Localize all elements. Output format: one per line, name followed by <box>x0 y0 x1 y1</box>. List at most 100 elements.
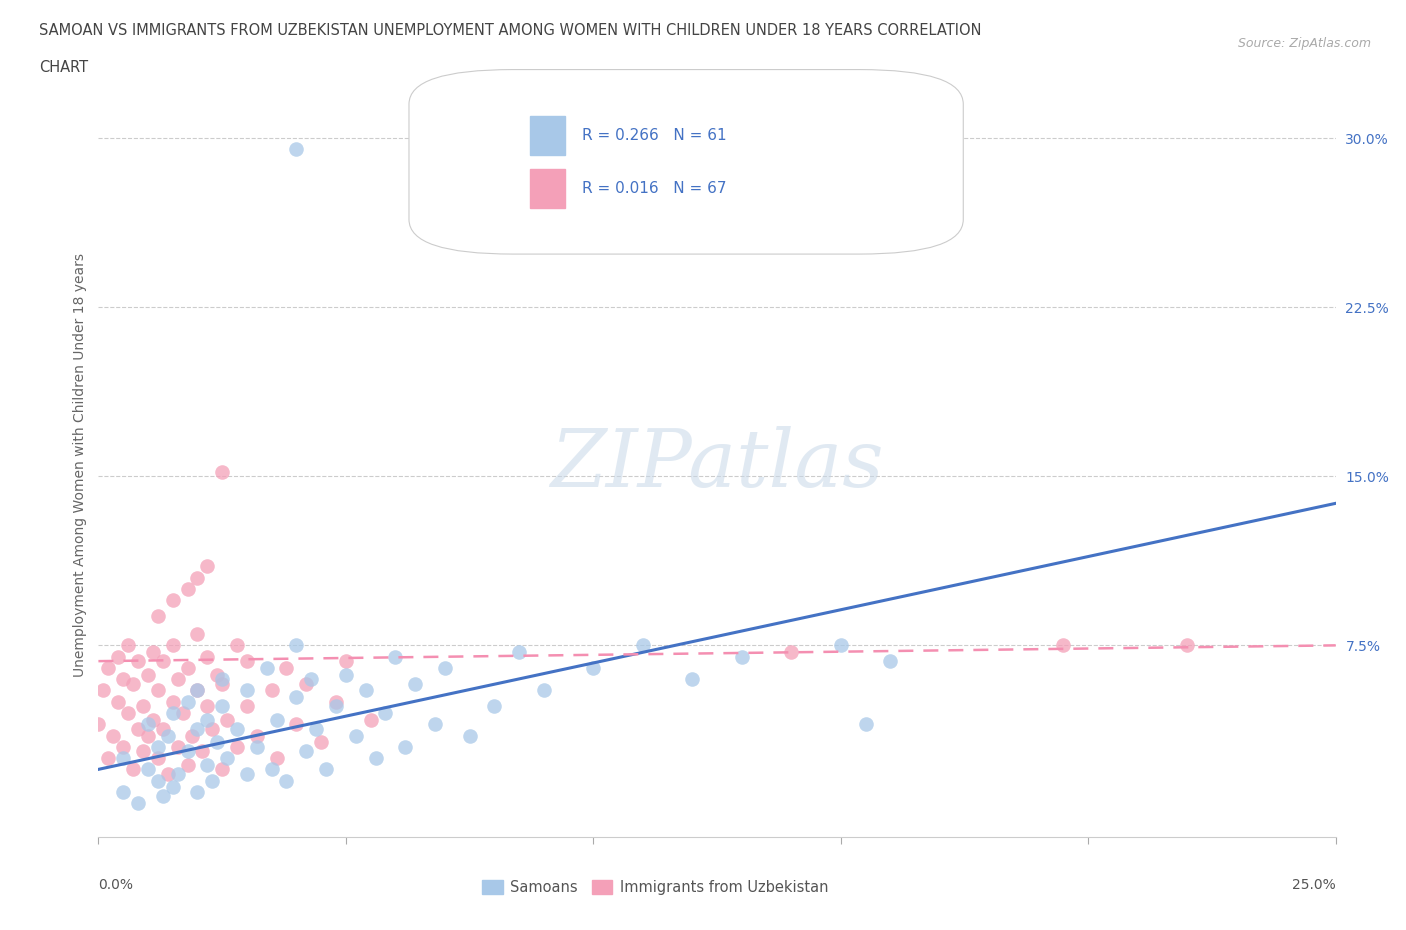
Point <box>285 638 308 653</box>
Point <box>217 712 239 727</box>
Point <box>205 667 228 682</box>
Point <box>97 751 120 765</box>
Point <box>631 638 654 653</box>
Point <box>211 676 233 691</box>
Point <box>162 592 184 607</box>
Point <box>117 638 139 653</box>
Point <box>780 644 803 659</box>
Point <box>246 728 269 743</box>
Text: 25.0%: 25.0% <box>1292 878 1336 892</box>
Point <box>1175 638 1198 653</box>
Point <box>117 706 139 721</box>
Point <box>433 660 456 675</box>
Point <box>285 142 308 157</box>
Point <box>176 695 198 710</box>
Point <box>162 706 184 721</box>
Point <box>364 751 387 765</box>
Point <box>93 683 115 698</box>
Point <box>186 683 208 698</box>
Point <box>146 739 169 754</box>
Point <box>132 744 155 759</box>
Point <box>191 744 214 759</box>
Point <box>1052 638 1074 653</box>
Point <box>325 698 347 713</box>
Point <box>166 739 188 754</box>
Point <box>374 706 396 721</box>
Point <box>335 667 357 682</box>
Point <box>325 695 347 710</box>
Point <box>136 717 159 732</box>
Point <box>112 751 135 765</box>
Point <box>136 762 159 777</box>
Point <box>181 728 204 743</box>
Text: CHART: CHART <box>39 60 89 75</box>
Point <box>97 660 120 675</box>
Point <box>533 683 555 698</box>
Point <box>162 638 184 653</box>
Point <box>211 464 233 479</box>
Point <box>172 706 194 721</box>
Point <box>879 654 901 669</box>
Point <box>236 683 259 698</box>
Legend: Samoans, Immigrants from Uzbekistan: Samoans, Immigrants from Uzbekistan <box>477 873 834 900</box>
Point <box>276 773 298 788</box>
Point <box>266 712 288 727</box>
Point <box>260 762 283 777</box>
Point <box>186 722 208 737</box>
Point <box>146 751 169 765</box>
Point <box>458 728 481 743</box>
Text: 0.0%: 0.0% <box>98 878 134 892</box>
Point <box>404 676 426 691</box>
Point <box>508 644 530 659</box>
Point <box>394 739 416 754</box>
Point <box>176 660 198 675</box>
Point <box>176 744 198 759</box>
Point <box>87 717 110 732</box>
Point <box>152 654 174 669</box>
Point <box>176 757 198 772</box>
Point <box>195 649 218 664</box>
Point <box>681 671 703 686</box>
Point <box>142 644 165 659</box>
Point <box>186 627 208 642</box>
Text: Source: ZipAtlas.com: Source: ZipAtlas.com <box>1237 37 1371 50</box>
Point <box>236 654 259 669</box>
Point <box>127 654 149 669</box>
Point <box>112 671 135 686</box>
Point <box>276 660 298 675</box>
Point <box>830 638 852 653</box>
Point <box>299 671 322 686</box>
Point <box>201 722 224 737</box>
Point <box>166 671 188 686</box>
Point <box>360 712 382 727</box>
Point <box>246 739 269 754</box>
Point <box>186 785 208 800</box>
Point <box>315 762 337 777</box>
Point <box>195 698 218 713</box>
Point <box>285 717 308 732</box>
Point <box>211 762 233 777</box>
Point <box>156 728 179 743</box>
Point <box>162 780 184 795</box>
Point <box>855 717 877 732</box>
Point <box>731 649 754 664</box>
Point <box>305 722 328 737</box>
Point <box>107 649 129 664</box>
Point <box>201 773 224 788</box>
Point <box>146 773 169 788</box>
Point <box>166 766 188 781</box>
Point <box>226 638 249 653</box>
Point <box>217 751 239 765</box>
Point <box>195 559 218 574</box>
Point <box>146 608 169 623</box>
Point <box>152 789 174 804</box>
Point <box>226 739 249 754</box>
Point <box>136 667 159 682</box>
Point <box>205 735 228 750</box>
Point <box>176 581 198 596</box>
Point <box>132 698 155 713</box>
Text: ZIPatlas: ZIPatlas <box>550 426 884 504</box>
Point <box>152 722 174 737</box>
Point <box>256 660 278 675</box>
Point <box>266 751 288 765</box>
